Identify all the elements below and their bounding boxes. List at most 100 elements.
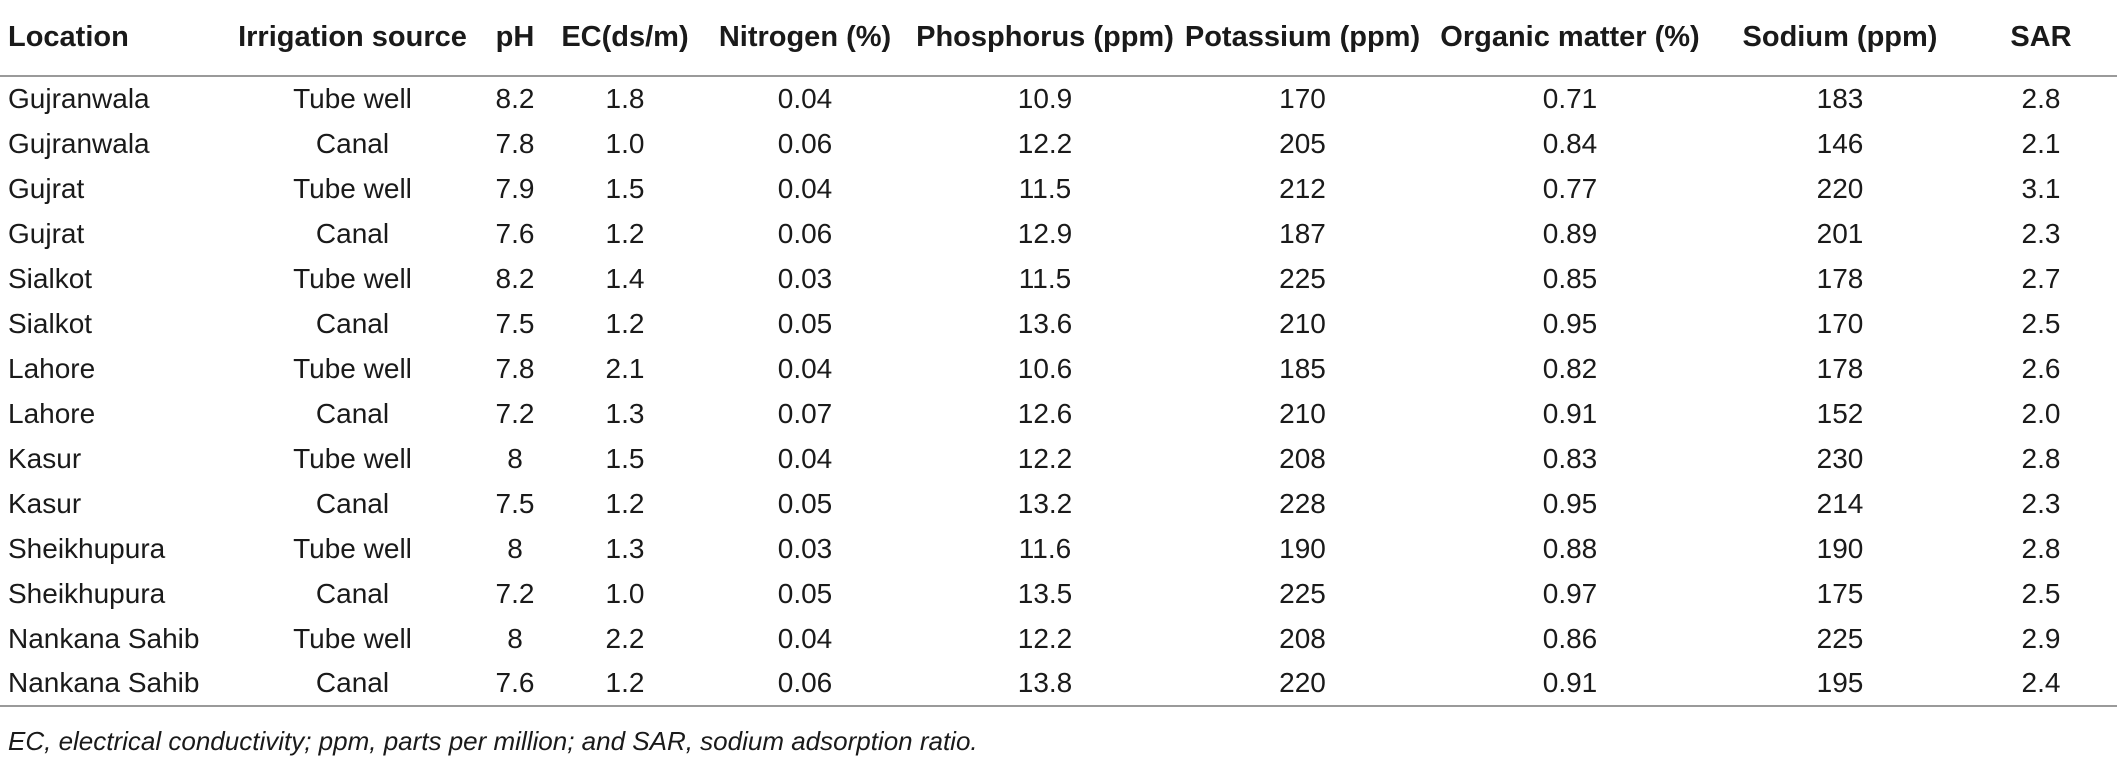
table-row: Gujrat Tube well 7.9 1.5 0.04 11.5 212 0… [0, 166, 2117, 211]
cell-potassium: 185 [1279, 352, 1326, 384]
cell-ec: 1.2 [550, 661, 700, 707]
cell-sar: 3.1 [2021, 172, 2061, 204]
cell-organic-matter: 0.83 [1542, 442, 1598, 474]
cell-organic-matter: 0.89 [1542, 217, 1598, 249]
cell-organic-matter: 0.97 [1542, 577, 1598, 609]
cell-ec: 2.2 [605, 622, 645, 654]
cell-ec: 1.4 [605, 262, 645, 294]
header-nitrogen: Nitrogen (%) [700, 0, 910, 77]
cell-location: Kasur [8, 442, 82, 474]
cell-sodium: 175 [1816, 577, 1864, 609]
table-row: Lahore Tube well 7.8 2.1 0.04 10.6 185 0… [0, 346, 2117, 391]
cell-sodium: 220 [1816, 172, 1864, 204]
cell-potassium: 208 [1279, 442, 1326, 474]
table-row: Kasur Canal 7.5 1.2 0.05 13.2 228 0.95 2… [0, 481, 2117, 526]
cell-nitrogen: 0.04 [777, 172, 833, 204]
cell-nitrogen: 0.03 [777, 262, 833, 294]
cell-location: Sialkot [8, 307, 93, 339]
cell-sar: 2.7 [2021, 262, 2061, 294]
table-body: Gujranwala Tube well 8.2 1.8 0.04 10.9 1… [0, 76, 2117, 707]
cell-ph: 8 [507, 532, 523, 564]
cell-organic-matter: 0.77 [1542, 172, 1598, 204]
cell-phosphorus: 12.6 [1017, 397, 1073, 429]
cell-organic-matter: 0.71 [1542, 83, 1598, 114]
cell-nitrogen: 0.04 [777, 622, 833, 654]
cell-location: Nankana Sahib [8, 622, 200, 654]
header-ph: pH [480, 0, 550, 77]
cell-location: Lahore [8, 397, 96, 429]
header-potassium: Potassium (ppm) [1180, 0, 1425, 77]
cell-location: Sheikhupura [8, 577, 166, 609]
table-footnote: EC, electrical conductivity; ppm, parts … [8, 726, 978, 756]
table-row: Sheikhupura Canal 7.2 1.0 0.05 13.5 225 … [0, 571, 2117, 616]
cell-phosphorus: 11.6 [1018, 532, 1072, 564]
cell-irrigation-source: Tube well [293, 262, 412, 294]
cell-ec: 1.2 [605, 307, 645, 339]
cell-irrigation-source: Tube well [293, 532, 412, 564]
cell-potassium: 205 [1279, 127, 1326, 159]
table-row: Gujranwala Tube well 8.2 1.8 0.04 10.9 1… [0, 76, 2117, 121]
cell-organic-matter: 0.91 [1425, 661, 1715, 707]
cell-nitrogen: 0.05 [777, 577, 833, 609]
header-irrigation-source: Irrigation source [225, 0, 480, 77]
header-organic-matter: Organic matter (%) [1425, 0, 1715, 77]
cell-organic-matter: 0.82 [1542, 352, 1598, 384]
cell-irrigation-source: Canal [315, 397, 390, 429]
cell-nitrogen: 0.06 [777, 217, 833, 249]
cell-organic-matter: 0.84 [1542, 127, 1598, 159]
cell-sodium: 214 [1816, 487, 1864, 519]
cell-ph: 7.5 [495, 307, 535, 339]
cell-organic-matter: 0.86 [1542, 622, 1598, 654]
cell-organic-matter: 0.88 [1542, 532, 1598, 564]
cell-sar: 2.9 [2021, 622, 2061, 654]
header-sar: SAR [1965, 0, 2117, 77]
header-phosphorus: Phosphorus (ppm) [910, 0, 1180, 77]
cell-phosphorus: 13.6 [1017, 307, 1073, 339]
cell-phosphorus: 11.5 [1018, 262, 1072, 294]
cell-ph: 8.2 [495, 262, 535, 294]
cell-location: Gujranwala [8, 83, 150, 114]
cell-nitrogen: 0.07 [777, 397, 833, 429]
cell-ec: 1.3 [605, 532, 645, 564]
cell-potassium: 208 [1279, 622, 1326, 654]
cell-nitrogen: 0.04 [777, 442, 833, 474]
table-row: Nankana Sahib Tube well 8 2.2 0.04 12.2 … [0, 616, 2117, 661]
cell-ec: 1.0 [605, 127, 645, 159]
cell-ec: 1.2 [605, 217, 645, 249]
cell-location: Gujrat [8, 217, 85, 249]
cell-nitrogen: 0.06 [777, 127, 833, 159]
cell-sodium: 195 [1715, 661, 1965, 707]
cell-sodium: 183 [1816, 83, 1864, 114]
cell-potassium: 220 [1180, 661, 1425, 707]
cell-irrigation-source: Tube well [293, 622, 412, 654]
cell-irrigation-source: Tube well [293, 442, 412, 474]
cell-potassium: 187 [1279, 217, 1326, 249]
cell-sodium: 152 [1816, 397, 1864, 429]
cell-organic-matter: 0.95 [1542, 307, 1598, 339]
cell-potassium: 225 [1279, 577, 1326, 609]
header-sodium: Sodium (ppm) [1715, 0, 1965, 77]
cell-sar: 2.8 [2021, 83, 2061, 114]
cell-nitrogen: 0.03 [777, 532, 833, 564]
cell-irrigation-source: Canal [315, 577, 390, 609]
cell-phosphorus: 12.2 [1017, 442, 1073, 474]
cell-ph: 8.2 [495, 83, 535, 114]
table-container: Location Irrigation source pH EC(ds/m) N… [0, 0, 2117, 707]
table-row: Sialkot Tube well 8.2 1.4 0.03 11.5 225 … [0, 256, 2117, 301]
cell-phosphorus: 10.9 [1017, 83, 1073, 114]
table-row: Gujranwala Canal 7.8 1.0 0.06 12.2 205 0… [0, 121, 2117, 166]
table-row: Kasur Tube well 8 1.5 0.04 12.2 208 0.83… [0, 436, 2117, 481]
cell-potassium: 170 [1279, 83, 1326, 114]
cell-phosphorus: 12.2 [1017, 622, 1073, 654]
cell-irrigation-source: Tube well [293, 83, 412, 114]
cell-nitrogen: 0.04 [777, 352, 833, 384]
cell-location: Gujranwala [8, 127, 150, 159]
cell-sar: 2.6 [2021, 352, 2061, 384]
cell-sar: 2.8 [2021, 442, 2061, 474]
table-row: Lahore Canal 7.2 1.3 0.07 12.6 210 0.91 … [0, 391, 2117, 436]
cell-sodium: 225 [1816, 622, 1864, 654]
cell-sar: 2.8 [2021, 532, 2061, 564]
cell-location: Sheikhupura [8, 532, 166, 564]
header-ec: EC(ds/m) [550, 0, 700, 77]
table-header-row: Location Irrigation source pH EC(ds/m) N… [0, 0, 2117, 77]
